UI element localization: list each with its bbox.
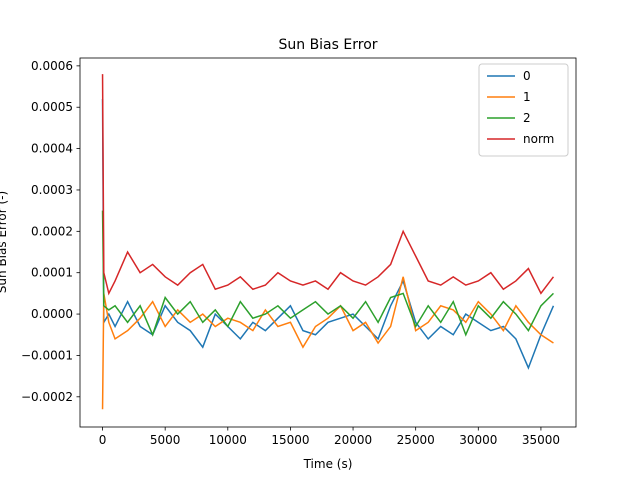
y-tick-label: 0.0006 [31, 59, 73, 73]
legend-box [478, 63, 569, 157]
x-tick-label: 30000 [459, 433, 497, 447]
legend-label: 1 [523, 90, 531, 104]
x-tick-label: 0 [99, 433, 107, 447]
y-tick-label: 0.0004 [31, 142, 73, 156]
x-tick-label: 20000 [334, 433, 372, 447]
y-tick-label: −0.0001 [21, 348, 73, 362]
series-line [101, 98, 555, 370]
y-tick-label: −0.0002 [21, 390, 73, 404]
x-axis-label: Time (s) [303, 457, 353, 471]
series-line [101, 276, 554, 410]
x-tick-label: 25000 [397, 433, 435, 447]
series-line [101, 74, 555, 296]
chart-title: Sun Bias Error [278, 37, 377, 53]
y-tick-label: 0.0001 [31, 266, 73, 280]
legend-label: 0 [523, 69, 531, 83]
y-tick-label: 0.0005 [31, 100, 73, 114]
y-tick-label: 0.0003 [31, 183, 73, 197]
x-tick-label: 15000 [271, 433, 309, 447]
series-line [101, 210, 554, 337]
x-tick-label: 10000 [209, 433, 247, 447]
y-tick-label: 0.0002 [31, 224, 73, 238]
x-tick-label: 35000 [522, 433, 560, 447]
plot-frame [79, 57, 577, 428]
legend-label: norm [523, 132, 554, 146]
y-tick-label: 0.0000 [31, 307, 73, 321]
x-tick-label: 5000 [150, 433, 181, 447]
y-axis-label: Sun Bias Error (-) [0, 191, 9, 293]
legend-label: 2 [523, 111, 531, 125]
